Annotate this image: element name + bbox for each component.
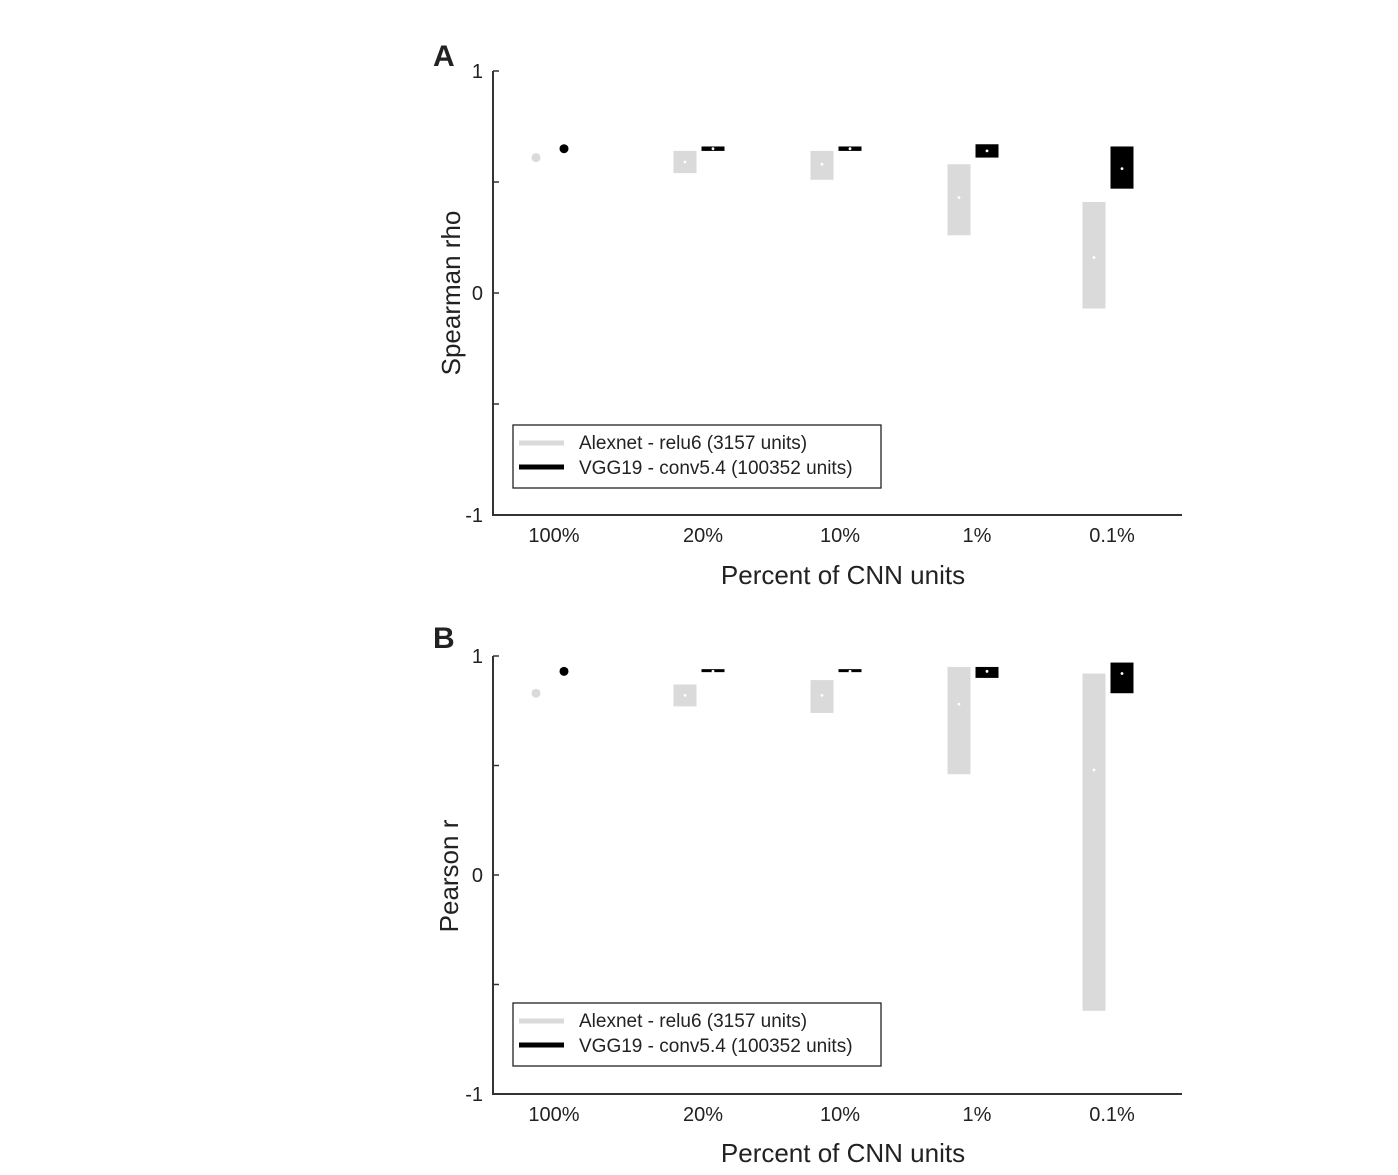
range-bar-alexnet-1 (947, 164, 971, 236)
panel-letter: B (433, 622, 455, 655)
median-vgg19-20 (711, 669, 715, 673)
x-tick-label: 20% (683, 525, 723, 547)
median-vgg19-0-1 (1120, 167, 1124, 171)
median-vgg19-1 (985, 149, 989, 153)
y-tick-label: 0 (472, 283, 483, 305)
x-axis-label: Percent of CNN units (721, 1138, 965, 1168)
median-alexnet-0-1 (1092, 768, 1096, 772)
panel-b: B -1 0 1 100% 20% 10% 1% 0.1% Pearson r Percen… (433, 622, 1182, 1168)
median-alexnet-20 (683, 160, 687, 164)
median-vgg19-10 (848, 669, 852, 673)
range-bar-alexnet-1 (947, 666, 971, 775)
y-tick-label: -1 (465, 1084, 483, 1106)
x-ticks: 100% 20% 10% 1% 0.1% (528, 525, 1135, 547)
panel-letter: A (433, 40, 455, 73)
plot-area (531, 662, 1134, 1011)
range-bar-vgg19-0-1 (1110, 662, 1134, 694)
median-alexnet-10 (820, 694, 824, 697)
legend: Alexnet - relu6 (3157 units) VGG19 - con… (512, 424, 882, 489)
x-tick-label: 0.1% (1089, 525, 1135, 547)
legend-box (512, 424, 882, 489)
point-vgg19-100 (559, 144, 569, 154)
y-ticks: -1 0 1 (465, 61, 499, 527)
x-tick-label: 10% (820, 525, 860, 547)
y-tick-label: 1 (472, 646, 483, 668)
point-vgg19-100 (559, 666, 569, 676)
panel-a: A -1 0 1 100% 20% 10% 1% 0.1% Spearman rho Per… (433, 40, 1182, 590)
range-bar-alexnet-0-1 (1082, 201, 1106, 309)
legend-label-alexnet: Alexnet - relu6 (3157 units) (579, 433, 807, 454)
median-vgg19-10 (848, 147, 852, 151)
point-alexnet-100 (531, 688, 541, 698)
median-alexnet-10 (820, 162, 824, 166)
legend-label-vgg19: VGG19 - conv5.4 (100352 units) (579, 1036, 853, 1057)
legend-label-alexnet: Alexnet - relu6 (3157 units) (579, 1011, 807, 1032)
legend: Alexnet - relu6 (3157 units) VGG19 - con… (512, 1002, 882, 1067)
x-tick-label: 1% (963, 525, 992, 547)
x-tick-label: 20% (683, 1104, 723, 1126)
median-alexnet-1 (957, 702, 961, 706)
y-tick-label: -1 (465, 505, 483, 527)
legend-label-vgg19: VGG19 - conv5.4 (100352 units) (579, 458, 853, 479)
x-tick-label: 1% (963, 1104, 992, 1126)
x-ticks: 100% 20% 10% 1% 0.1% (528, 1104, 1135, 1126)
x-axis-label: Percent of CNN units (721, 560, 965, 590)
y-tick-label: 0 (472, 865, 483, 887)
x-tick-label: 100% (528, 1104, 579, 1126)
x-tick-label: 0.1% (1089, 1104, 1135, 1126)
median-vgg19-20 (711, 147, 715, 151)
x-tick-label: 10% (820, 1104, 860, 1126)
y-axis-label: Spearman rho (436, 211, 466, 376)
legend-box (512, 1002, 882, 1067)
median-alexnet-20 (683, 694, 687, 697)
plot-area (531, 144, 1134, 309)
y-ticks: -1 0 1 (465, 646, 499, 1106)
y-axis-label: Pearson r (434, 819, 464, 932)
median-alexnet-1 (957, 196, 961, 199)
x-tick-label: 100% (528, 525, 579, 547)
range-bar-alexnet-0-1 (1082, 673, 1106, 1011)
median-alexnet-0-1 (1092, 256, 1096, 259)
median-vgg19-0-1 (1120, 672, 1124, 675)
point-alexnet-100 (531, 153, 541, 163)
y-tick-label: 1 (472, 61, 483, 83)
median-vgg19-1 (985, 669, 989, 673)
